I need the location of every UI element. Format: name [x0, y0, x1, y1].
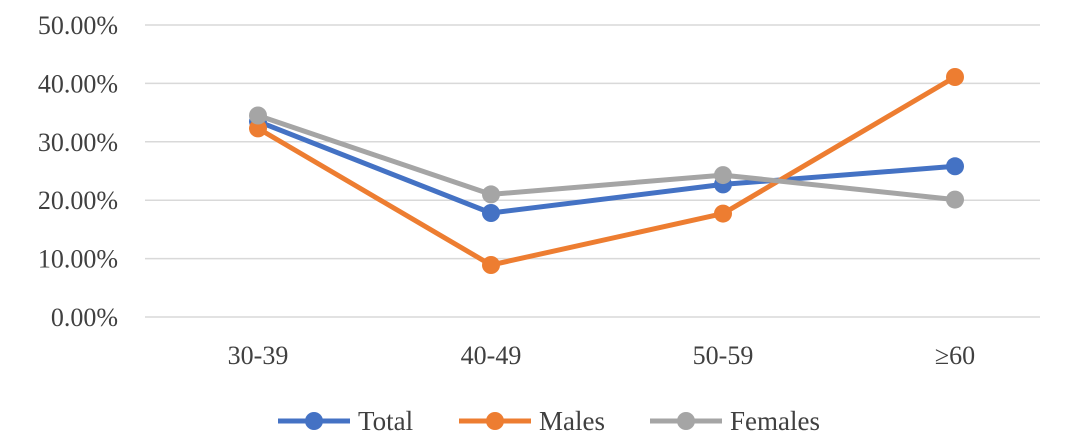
x-axis-tick-labels: 30-39 40-49 50-59 ≥60	[228, 341, 975, 370]
series-line	[255, 118, 958, 216]
y-tick-label: 20.00%	[38, 186, 118, 215]
y-tick-label: 40.00%	[38, 69, 118, 98]
x-tick-label: 50-59	[693, 341, 754, 370]
legend-swatch-marker	[677, 412, 695, 430]
legend-item-total: Total	[278, 406, 413, 436]
series-males	[249, 68, 964, 274]
legend-item-males: Males	[459, 406, 605, 436]
data-point	[714, 204, 732, 223]
y-axis-tick-labels: 0.00% 10.00% 20.00% 30.00% 40.00% 50.00%	[38, 11, 118, 332]
series-line	[255, 113, 958, 203]
data-point	[249, 119, 267, 138]
series-line	[255, 74, 958, 268]
series-total	[249, 112, 964, 222]
legend-swatch-marker	[305, 412, 323, 430]
data-point	[482, 204, 500, 222]
legend-item-females: Females	[650, 406, 820, 436]
data-point	[946, 157, 964, 176]
y-tick-label: 30.00%	[38, 128, 118, 157]
legend-label: Total	[358, 406, 413, 436]
series-females	[249, 106, 964, 209]
y-tick-label: 10.00%	[38, 245, 118, 274]
data-point	[946, 68, 964, 86]
data-point	[482, 256, 500, 274]
data-point	[714, 166, 732, 185]
data-point	[946, 190, 964, 209]
legend-label: Males	[539, 406, 605, 436]
x-tick-label: 30-39	[228, 341, 289, 370]
x-tick-label: 40-49	[461, 341, 522, 370]
y-tick-label: 50.00%	[38, 11, 118, 40]
series-lines	[249, 68, 964, 274]
x-tick-label: ≥60	[935, 341, 975, 370]
legend-swatch-marker	[486, 412, 504, 430]
data-point	[249, 106, 267, 125]
data-point	[482, 185, 500, 204]
legend-label: Females	[730, 406, 820, 436]
legend: Total Males Females	[278, 406, 820, 436]
y-tick-label: 0.00%	[51, 303, 118, 332]
